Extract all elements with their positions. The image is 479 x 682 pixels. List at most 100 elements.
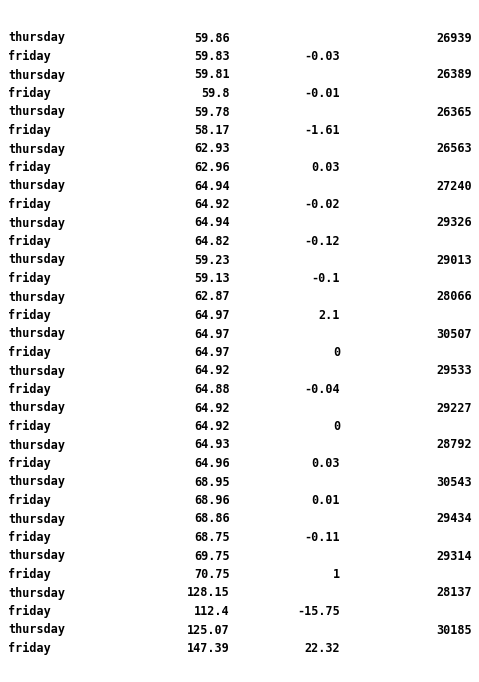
Text: thursday: thursday xyxy=(8,364,65,378)
Text: 0: 0 xyxy=(333,420,340,433)
Text: 62.96: 62.96 xyxy=(194,161,230,174)
Text: 62.87: 62.87 xyxy=(194,291,230,303)
Text: 68.96: 68.96 xyxy=(194,494,230,507)
Text: 29314: 29314 xyxy=(436,550,472,563)
Text: thursday: thursday xyxy=(8,179,65,192)
Text: -0.02: -0.02 xyxy=(304,198,340,211)
Text: friday: friday xyxy=(8,124,51,137)
Text: friday: friday xyxy=(8,420,51,433)
Text: 59.23: 59.23 xyxy=(194,254,230,267)
Text: 28137: 28137 xyxy=(436,587,472,599)
Text: 27240: 27240 xyxy=(436,179,472,192)
Text: 59.81: 59.81 xyxy=(194,68,230,82)
Text: 64.93: 64.93 xyxy=(194,439,230,451)
Text: 26939: 26939 xyxy=(436,31,472,44)
Text: -1.61: -1.61 xyxy=(304,124,340,137)
Text: 30185: 30185 xyxy=(436,623,472,636)
Text: thursday: thursday xyxy=(8,402,65,415)
Text: -0.03: -0.03 xyxy=(304,50,340,63)
Text: 22.32: 22.32 xyxy=(304,642,340,655)
Text: 29533: 29533 xyxy=(436,364,472,378)
Text: 29326: 29326 xyxy=(436,216,472,230)
Text: 64.82: 64.82 xyxy=(194,235,230,248)
Text: 58.17: 58.17 xyxy=(194,124,230,137)
Text: thursday: thursday xyxy=(8,512,65,526)
Text: 26389: 26389 xyxy=(436,68,472,82)
Text: thursday: thursday xyxy=(8,68,65,82)
Text: 28066: 28066 xyxy=(436,291,472,303)
Text: thursday: thursday xyxy=(8,291,65,303)
Text: friday: friday xyxy=(8,568,51,581)
Text: friday: friday xyxy=(8,309,51,322)
Text: 59.78: 59.78 xyxy=(194,106,230,119)
Text: 29434: 29434 xyxy=(436,512,472,526)
Text: 59.8: 59.8 xyxy=(202,87,230,100)
Text: thursday: thursday xyxy=(8,327,65,340)
Text: -0.11: -0.11 xyxy=(304,531,340,544)
Text: friday: friday xyxy=(8,346,51,359)
Text: 59.86: 59.86 xyxy=(194,31,230,44)
Text: 29227: 29227 xyxy=(436,402,472,415)
Text: 1: 1 xyxy=(333,568,340,581)
Text: thursday: thursday xyxy=(8,550,65,563)
Text: 62.93: 62.93 xyxy=(194,143,230,155)
Text: 112.4: 112.4 xyxy=(194,605,230,618)
Text: friday: friday xyxy=(8,642,51,655)
Text: thursday: thursday xyxy=(8,587,65,599)
Text: friday: friday xyxy=(8,531,51,544)
Text: 68.86: 68.86 xyxy=(194,512,230,526)
Text: 64.92: 64.92 xyxy=(194,198,230,211)
Text: friday: friday xyxy=(8,198,51,211)
Text: 59.13: 59.13 xyxy=(194,272,230,285)
Text: 0.03: 0.03 xyxy=(311,161,340,174)
Text: 64.97: 64.97 xyxy=(194,346,230,359)
Text: thursday: thursday xyxy=(8,143,65,155)
Text: 30543: 30543 xyxy=(436,475,472,488)
Text: 28792: 28792 xyxy=(436,439,472,451)
Text: 64.96: 64.96 xyxy=(194,457,230,470)
Text: 29013: 29013 xyxy=(436,254,472,267)
Text: 68.75: 68.75 xyxy=(194,531,230,544)
Text: 64.92: 64.92 xyxy=(194,402,230,415)
Text: 26563: 26563 xyxy=(436,143,472,155)
Text: 0: 0 xyxy=(333,346,340,359)
Text: 59.83: 59.83 xyxy=(194,50,230,63)
Text: thursday: thursday xyxy=(8,254,65,267)
Text: thursday: thursday xyxy=(8,31,65,44)
Text: 64.97: 64.97 xyxy=(194,327,230,340)
Text: 64.88: 64.88 xyxy=(194,383,230,396)
Text: 69.75: 69.75 xyxy=(194,550,230,563)
Text: thursday: thursday xyxy=(8,475,65,488)
Text: friday: friday xyxy=(8,50,51,63)
Text: 125.07: 125.07 xyxy=(187,623,230,636)
Text: 147.39: 147.39 xyxy=(187,642,230,655)
Text: thursday: thursday xyxy=(8,106,65,119)
Text: 64.94: 64.94 xyxy=(194,179,230,192)
Text: thursday: thursday xyxy=(8,623,65,636)
Text: 26365: 26365 xyxy=(436,106,472,119)
Text: friday: friday xyxy=(8,383,51,396)
Text: 0.03: 0.03 xyxy=(311,457,340,470)
Text: friday: friday xyxy=(8,161,51,174)
Text: -0.12: -0.12 xyxy=(304,235,340,248)
Text: friday: friday xyxy=(8,494,51,507)
Text: 68.95: 68.95 xyxy=(194,475,230,488)
Text: -0.01: -0.01 xyxy=(304,87,340,100)
Text: 64.92: 64.92 xyxy=(194,420,230,433)
Text: friday: friday xyxy=(8,87,51,100)
Text: friday: friday xyxy=(8,457,51,470)
Text: 64.94: 64.94 xyxy=(194,216,230,230)
Text: thursday: thursday xyxy=(8,439,65,451)
Text: thursday: thursday xyxy=(8,216,65,230)
Text: -0.04: -0.04 xyxy=(304,383,340,396)
Text: 0.01: 0.01 xyxy=(311,494,340,507)
Text: -15.75: -15.75 xyxy=(297,605,340,618)
Text: friday: friday xyxy=(8,235,51,248)
Text: 64.97: 64.97 xyxy=(194,309,230,322)
Text: friday: friday xyxy=(8,272,51,285)
Text: -0.1: -0.1 xyxy=(311,272,340,285)
Text: 128.15: 128.15 xyxy=(187,587,230,599)
Text: 64.92: 64.92 xyxy=(194,364,230,378)
Text: 2.1: 2.1 xyxy=(319,309,340,322)
Text: friday: friday xyxy=(8,605,51,618)
